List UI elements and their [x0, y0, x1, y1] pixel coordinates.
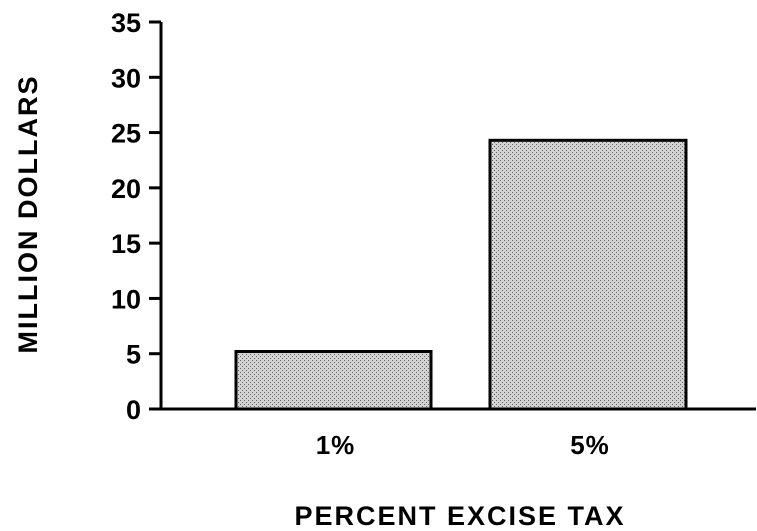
bars: [234, 138, 688, 411]
y-tick-label: 20: [111, 174, 141, 204]
bar-1: [234, 350, 433, 411]
y-tick-label: 15: [111, 229, 141, 259]
y-tick-label: 10: [111, 284, 141, 314]
x-category-label: 1%: [316, 430, 356, 460]
category-labels: 1% 5%: [316, 430, 610, 460]
bar-2: [488, 138, 688, 411]
x-category-label: 5%: [570, 430, 610, 460]
y-tick-label: 30: [111, 63, 141, 93]
y-axis-title: MILLION DOLLARS: [13, 75, 43, 354]
x-axis-title: PERCENT EXCISE TAX: [294, 501, 625, 531]
y-tick-label: 0: [126, 395, 141, 425]
y-axis: 0 5 10 15 20 25 30 35: [111, 8, 163, 425]
y-tick-label: 5: [126, 340, 141, 370]
y-tick-label: 35: [111, 8, 141, 38]
y-tick-label: 25: [111, 119, 141, 149]
